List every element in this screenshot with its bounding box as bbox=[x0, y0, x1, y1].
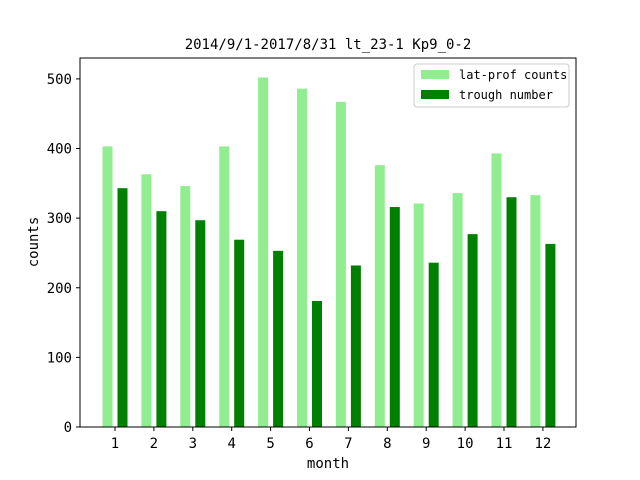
plot-frame bbox=[79, 57, 577, 428]
legend-swatch bbox=[421, 90, 449, 99]
bar-trough-7 bbox=[350, 265, 361, 427]
x-tick-label: 4 bbox=[227, 436, 235, 452]
bar-trough-9 bbox=[428, 262, 439, 427]
x-axis-label: month bbox=[307, 456, 349, 472]
x-tick-label: 8 bbox=[383, 436, 391, 452]
bar-lat-prof-2 bbox=[141, 174, 152, 427]
bar-lat-prof-10 bbox=[452, 193, 463, 427]
bar-trough-1 bbox=[117, 188, 128, 427]
x-tick-label: 5 bbox=[266, 436, 274, 452]
legend-label: lat-prof counts bbox=[459, 68, 567, 82]
bar-lat-prof-8 bbox=[374, 165, 385, 427]
bar-trough-4 bbox=[234, 239, 245, 427]
x-tick-label: 12 bbox=[534, 436, 551, 452]
legend-swatch bbox=[421, 70, 449, 79]
bar-trough-5 bbox=[273, 250, 284, 427]
x-tick-label: 6 bbox=[305, 436, 313, 452]
x-tick-label: 2 bbox=[150, 436, 158, 452]
y-tick-label: 200 bbox=[47, 281, 72, 297]
x-tick-label: 3 bbox=[189, 436, 197, 452]
y-tick-label: 300 bbox=[47, 211, 72, 227]
bar-lat-prof-4 bbox=[219, 146, 230, 427]
bar-lat-prof-7 bbox=[335, 101, 346, 427]
legend: lat-prof counts trough number bbox=[413, 63, 570, 108]
y-tick-label: 100 bbox=[47, 350, 72, 366]
bar-trough-6 bbox=[312, 300, 322, 427]
legend-label: trough number bbox=[459, 88, 553, 102]
bar-lat-prof-6 bbox=[297, 88, 307, 427]
bar-trough-8 bbox=[389, 206, 400, 427]
y-axis-label: counts bbox=[26, 217, 42, 268]
y-tick-label: 400 bbox=[47, 142, 72, 158]
bar-trough-12 bbox=[545, 243, 556, 427]
bar-trough-2 bbox=[156, 211, 167, 427]
bar-lat-prof-12 bbox=[530, 195, 541, 427]
x-tick-label: 7 bbox=[344, 436, 352, 452]
chart-title: 2014/9/1-2017/8/31 lt_23-1 Kp9_0-2 bbox=[185, 37, 472, 53]
bar-lat-prof-5 bbox=[258, 77, 269, 428]
bar-lat-prof-11 bbox=[491, 153, 502, 427]
bar-lat-prof-1 bbox=[102, 146, 113, 427]
x-tick-label: 11 bbox=[496, 436, 513, 452]
bar-trough-11 bbox=[506, 197, 517, 427]
y-tick-label: 0 bbox=[64, 420, 72, 436]
bars-group bbox=[102, 77, 556, 428]
x-tick-label: 1 bbox=[111, 436, 119, 452]
x-tick-label: 9 bbox=[422, 436, 430, 452]
legend-box bbox=[413, 63, 570, 108]
bar-trough-10 bbox=[467, 234, 478, 427]
bar-lat-prof-9 bbox=[413, 203, 424, 427]
bar-lat-prof-3 bbox=[180, 186, 191, 427]
y-tick-label: 500 bbox=[47, 72, 72, 88]
bar-trough-3 bbox=[195, 220, 206, 427]
x-tick-label: 10 bbox=[457, 436, 474, 452]
